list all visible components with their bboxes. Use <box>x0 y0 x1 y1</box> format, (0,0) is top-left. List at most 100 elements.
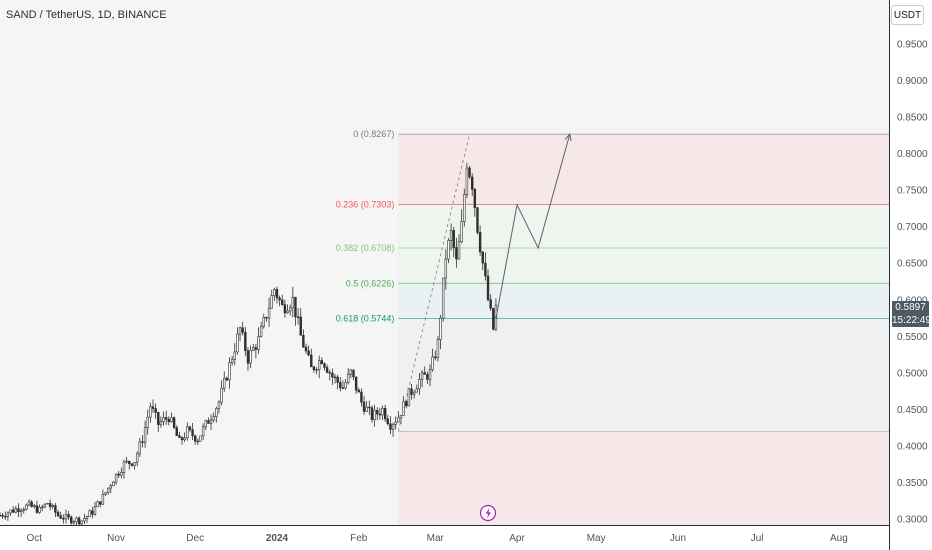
candle-body <box>336 376 339 383</box>
candle <box>238 326 242 342</box>
currency-button[interactable]: USDT <box>891 5 924 25</box>
candle-body <box>67 514 70 518</box>
candle <box>120 467 123 479</box>
candle <box>207 417 210 424</box>
candle-body <box>11 509 15 513</box>
candle <box>246 347 250 371</box>
candle <box>38 504 41 514</box>
candle-body <box>199 435 202 442</box>
price-tick-label: 0.6000 <box>897 295 928 306</box>
event-marker[interactable] <box>479 504 497 522</box>
candle-body <box>441 277 445 319</box>
candle-body <box>281 299 284 305</box>
candle-body <box>439 317 442 340</box>
candle-body <box>30 501 33 507</box>
candle <box>101 489 105 506</box>
candle-body <box>370 407 374 421</box>
candle-body <box>75 517 78 523</box>
candle-body <box>444 258 448 279</box>
candle <box>236 327 239 355</box>
candle-body <box>159 421 163 425</box>
candle-body <box>470 176 474 190</box>
candle <box>25 503 28 511</box>
candle <box>199 435 202 442</box>
candle <box>46 502 49 505</box>
candle <box>54 503 57 517</box>
candle-body <box>236 333 239 353</box>
candle <box>484 252 487 281</box>
candle-body <box>262 316 265 327</box>
candle-body <box>431 356 434 370</box>
fib-zone <box>398 431 889 525</box>
candle <box>373 404 376 427</box>
candle <box>62 514 65 524</box>
candle-body <box>304 346 308 352</box>
candle <box>365 400 368 413</box>
candle <box>6 511 10 521</box>
candle-body <box>109 485 112 489</box>
candle-body <box>344 382 347 389</box>
candle <box>317 355 321 379</box>
candle <box>489 294 492 311</box>
candle-body <box>196 440 200 443</box>
candle-body <box>449 230 453 241</box>
candle <box>288 304 292 316</box>
candle <box>254 343 258 359</box>
candle-body <box>80 520 83 525</box>
candle-body <box>59 515 62 519</box>
candle <box>59 511 62 520</box>
candle-body <box>43 503 47 508</box>
candle <box>333 373 337 384</box>
candle-body <box>349 369 353 375</box>
candle-body <box>186 426 189 439</box>
candle-body <box>223 377 226 389</box>
candle-body <box>106 487 110 493</box>
candle <box>391 422 395 437</box>
candle <box>167 416 171 426</box>
candle <box>407 388 411 407</box>
candle-body <box>138 441 142 455</box>
candle-body <box>339 382 342 389</box>
candle <box>104 492 107 496</box>
candle <box>114 473 118 485</box>
candle-body <box>201 426 205 437</box>
candle <box>30 500 33 508</box>
candle-body <box>207 420 210 424</box>
candle <box>106 487 110 495</box>
fib-zone <box>398 248 889 284</box>
candle-body <box>120 472 123 476</box>
candle-body <box>473 189 477 209</box>
candle-body <box>254 347 258 350</box>
candle-body <box>85 516 89 519</box>
candle-body <box>283 304 287 314</box>
candle-body <box>56 511 60 517</box>
candle-body <box>170 417 173 423</box>
candle-body <box>172 417 176 428</box>
time-tick-label: Oct <box>27 533 43 544</box>
candle <box>4 511 7 520</box>
candle <box>157 411 160 433</box>
candle-body <box>146 416 149 428</box>
candle <box>212 412 215 423</box>
candle <box>376 407 379 421</box>
candle <box>426 371 429 384</box>
price-tick-label: 0.4500 <box>897 405 928 416</box>
candle-body <box>418 379 421 390</box>
candle <box>415 384 419 393</box>
candle <box>405 399 408 409</box>
fib-zone <box>398 318 889 432</box>
candle <box>67 511 70 521</box>
candle <box>178 431 181 438</box>
candle-body <box>286 310 289 314</box>
candle <box>455 237 458 268</box>
candle-body <box>157 412 160 425</box>
candle <box>175 425 178 436</box>
candle-body <box>151 406 155 409</box>
candle-body <box>175 427 178 436</box>
candle <box>336 374 339 390</box>
candle-body <box>96 501 99 508</box>
candle-body <box>452 230 455 248</box>
candle <box>0 512 2 517</box>
candle-body <box>217 401 221 409</box>
